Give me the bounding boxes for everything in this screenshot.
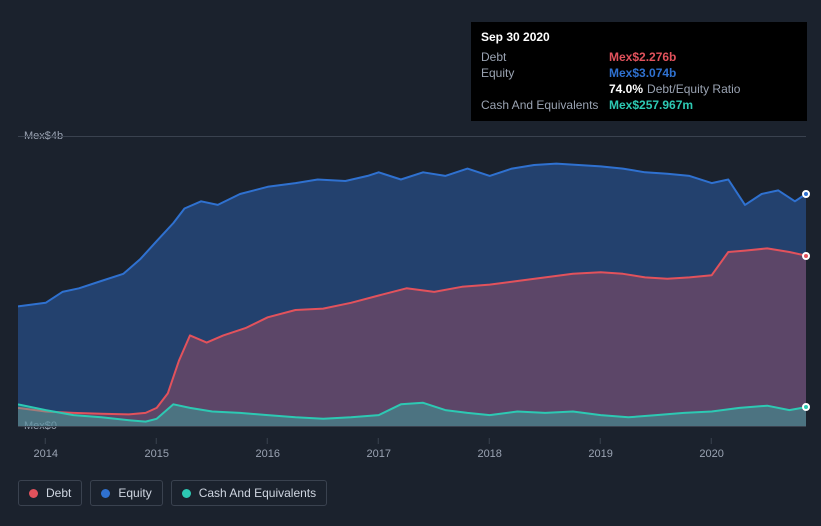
legend-label: Debt (46, 486, 71, 500)
series-end-marker (802, 190, 810, 198)
tooltip-label: Cash And Equivalents (481, 98, 609, 112)
legend-item-cash[interactable]: Cash And Equivalents (171, 480, 327, 506)
tooltip-row-ratio: 74.0% Debt/Equity Ratio (481, 81, 797, 97)
x-axis-tick: 2019 (588, 438, 612, 460)
hover-tooltip: Sep 30 2020 Debt Mex$2.276b Equity Mex$3… (471, 22, 807, 121)
x-axis-tick: 2016 (255, 438, 279, 460)
series-end-marker (802, 252, 810, 260)
tooltip-value: Mex$257.967m (609, 98, 693, 112)
legend-dot-icon (29, 489, 38, 498)
x-axis-tick: 2015 (144, 438, 168, 460)
tooltip-row-cash: Cash And Equivalents Mex$257.967m (481, 97, 797, 113)
legend-dot-icon (101, 489, 110, 498)
x-axis-tick: 2014 (33, 438, 57, 460)
tooltip-ratio-label: Debt/Equity Ratio (647, 82, 740, 96)
tooltip-row-debt: Debt Mex$2.276b (481, 49, 797, 65)
tooltip-value: Mex$2.276b (609, 50, 676, 64)
legend-item-debt[interactable]: Debt (18, 480, 82, 506)
tooltip-label: Debt (481, 50, 609, 64)
chart-root: Sep 30 2020 Debt Mex$2.276b Equity Mex$3… (0, 0, 821, 526)
x-axis-tick: 2020 (699, 438, 723, 460)
gridline (18, 426, 806, 427)
legend-label: Equity (118, 486, 151, 500)
plot-surface[interactable] (18, 136, 806, 426)
tooltip-value: Mex$3.074b (609, 66, 676, 80)
legend-dot-icon (182, 489, 191, 498)
tooltip-row-equity: Equity Mex$3.074b (481, 65, 797, 81)
tooltip-label: Equity (481, 66, 609, 80)
chart-area[interactable]: Mex$4b Mex$0 201420152016201720182019202… (18, 118, 806, 444)
x-axis-tick: 2017 (366, 438, 390, 460)
tooltip-ratio-value: 74.0% (609, 82, 643, 96)
series-end-marker (802, 403, 810, 411)
legend-item-equity[interactable]: Equity (90, 480, 162, 506)
x-axis-tick: 2018 (477, 438, 501, 460)
legend: Debt Equity Cash And Equivalents (18, 480, 327, 506)
tooltip-date: Sep 30 2020 (481, 28, 797, 49)
x-axis: 2014 2015 2016 2017 2018 2019 2020 (18, 438, 806, 458)
legend-label: Cash And Equivalents (199, 486, 316, 500)
